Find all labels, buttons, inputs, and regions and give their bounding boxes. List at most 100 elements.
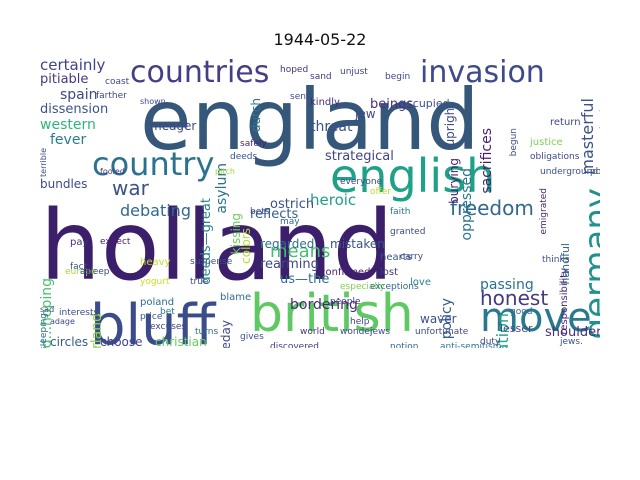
word-cloud-word: heavy: [140, 257, 171, 268]
word-cloud-word: poland: [140, 297, 175, 308]
word-cloud-word: holland: [40, 190, 394, 302]
word-cloud-word: sad: [40, 305, 55, 314]
word-cloud-word: sent: [290, 92, 310, 102]
word-cloud-word: means: [270, 241, 331, 262]
word-cloud-word: deeds—great: [199, 198, 214, 285]
word-cloud-word: wonder: [340, 327, 374, 337]
word-cloud-word: bet: [160, 307, 175, 317]
word-cloud-word: faith: [390, 207, 411, 217]
word-cloud-word: waver: [420, 312, 457, 326]
word-cloud-word: anti-semitism: [440, 342, 502, 349]
word-cloud-word: carry: [400, 252, 424, 262]
word-cloud-word: everyone: [340, 177, 383, 187]
word-cloud-word: freedom: [450, 196, 534, 220]
word-cloud-word: pitch: [215, 167, 235, 176]
word-cloud-word: shoulder: [545, 325, 600, 340]
word-cloud-word: turns: [195, 327, 219, 337]
word-cloud-word: exceptions: [370, 282, 419, 292]
word-cloud-word: kindly: [310, 97, 340, 108]
word-cloud-word: safely: [240, 139, 267, 149]
word-cloud-word: discovered: [270, 342, 319, 349]
word-cloud-word: circles: [50, 335, 89, 348]
word-cloud-word: farther: [96, 91, 127, 101]
word-cloud-word: fact: [70, 262, 88, 272]
word-cloud-word: expect: [100, 237, 131, 247]
word-cloud-word: begun: [509, 128, 519, 157]
word-cloud-word: oppressed: [459, 168, 475, 241]
word-cloud-word: bordering: [290, 297, 358, 313]
word-cloud-word: spain: [60, 87, 98, 103]
word-cloud-word: help: [350, 317, 370, 327]
word-cloud-word: suspense: [190, 257, 233, 267]
word-cloud-word: jews.: [560, 337, 583, 347]
word-cloud-word: kissing: [229, 213, 243, 255]
word-cloud-word: granted: [390, 227, 426, 237]
word-cloud-word: bluff: [90, 293, 216, 349]
word-cloud-word: country: [92, 145, 215, 183]
word-cloud-word: asleep: [80, 267, 110, 277]
word-cloud-word: dissension: [40, 102, 109, 117]
word-cloud-word: jews: [370, 327, 391, 337]
word-cloud-word: good: [510, 307, 533, 317]
word-cloud-word: world: [300, 327, 325, 337]
word-cloud-word: sand: [310, 72, 332, 82]
word-cloud-word: deeds: [230, 152, 258, 162]
word-cloud-word: england: [140, 71, 480, 169]
word-cloud-word: passing: [480, 277, 534, 293]
word-cloud-word: strategical: [325, 149, 394, 164]
word-cloud-word: terrible: [40, 148, 48, 177]
word-cloud-word: honest: [480, 286, 549, 310]
word-cloud-word: heroic: [310, 191, 357, 209]
word-cloud-word: sacrifices: [479, 128, 495, 194]
word-cloud-word: countries: [130, 58, 270, 90]
word-cloud-word: interests: [59, 308, 99, 318]
word-cloud-word: rearming: [260, 257, 319, 272]
word-cloud-word: us—the: [280, 272, 330, 287]
word-cloud-word: masterful: [578, 98, 597, 175]
word-cloud-word: yogurt: [140, 277, 170, 287]
word-cloud-word: invasion: [420, 58, 545, 90]
word-cloud-word: begin: [385, 72, 411, 82]
word-cloud-word: offer: [370, 187, 391, 197]
word-cloud-word: excuses: [150, 322, 187, 332]
word-cloud-word: western: [40, 117, 96, 133]
word-cloud-word: gives: [240, 332, 264, 342]
word-cloud-word: blame: [220, 292, 252, 303]
word-cloud-word: english: [330, 149, 496, 203]
word-cloud-word: hearts: [380, 252, 412, 263]
word-cloud-word: price: [140, 312, 163, 322]
word-cloud-word: europe: [65, 267, 97, 277]
word-cloud-word: someday: [219, 320, 233, 348]
word-cloud-word: choose: [100, 335, 143, 348]
word-cloud-word: germany: [577, 188, 600, 340]
word-cloud-word: lost: [380, 267, 399, 278]
word-cloud-word: lesser: [500, 322, 533, 335]
word-cloud-word: british: [250, 284, 414, 344]
word-cloud-word: threat: [310, 119, 353, 135]
word-cloud-word: hoped: [280, 65, 309, 75]
word-cloud-word: dutch: [249, 98, 263, 133]
word-cloud-word: true: [190, 277, 209, 287]
word-cloud-word: return: [550, 117, 581, 128]
word-cloud-word: fooled: [100, 167, 125, 176]
word-cloud-word: occupied: [400, 97, 450, 110]
word-cloud-word: confirmed: [320, 267, 371, 278]
word-cloud-word: notion: [390, 342, 419, 349]
word-cloud-word: christian: [155, 335, 207, 348]
word-cloud-word: may: [280, 217, 300, 227]
word-cloud-word: debating: [120, 201, 191, 220]
word-cloud-word: certainly: [40, 58, 106, 74]
word-cloud-word: bets: [250, 207, 270, 217]
word-cloud-word: sleeping: [40, 313, 49, 348]
word-cloud-word: war: [112, 176, 149, 200]
word-cloud-word: fever: [50, 132, 87, 148]
word-cloud-word: bundles: [40, 177, 88, 191]
word-cloud-word: beings: [370, 97, 414, 112]
word-cloud-word: possible: [590, 167, 600, 177]
word-cloud-word: duty: [480, 337, 501, 347]
word-cloud-word: people: [330, 297, 361, 307]
word-cloud-word: justice: [530, 137, 563, 148]
chart-title: 1944-05-22: [273, 30, 367, 49]
word-cloud-word: obligations: [530, 152, 580, 162]
word-cloud-word: pitiable: [40, 72, 89, 87]
